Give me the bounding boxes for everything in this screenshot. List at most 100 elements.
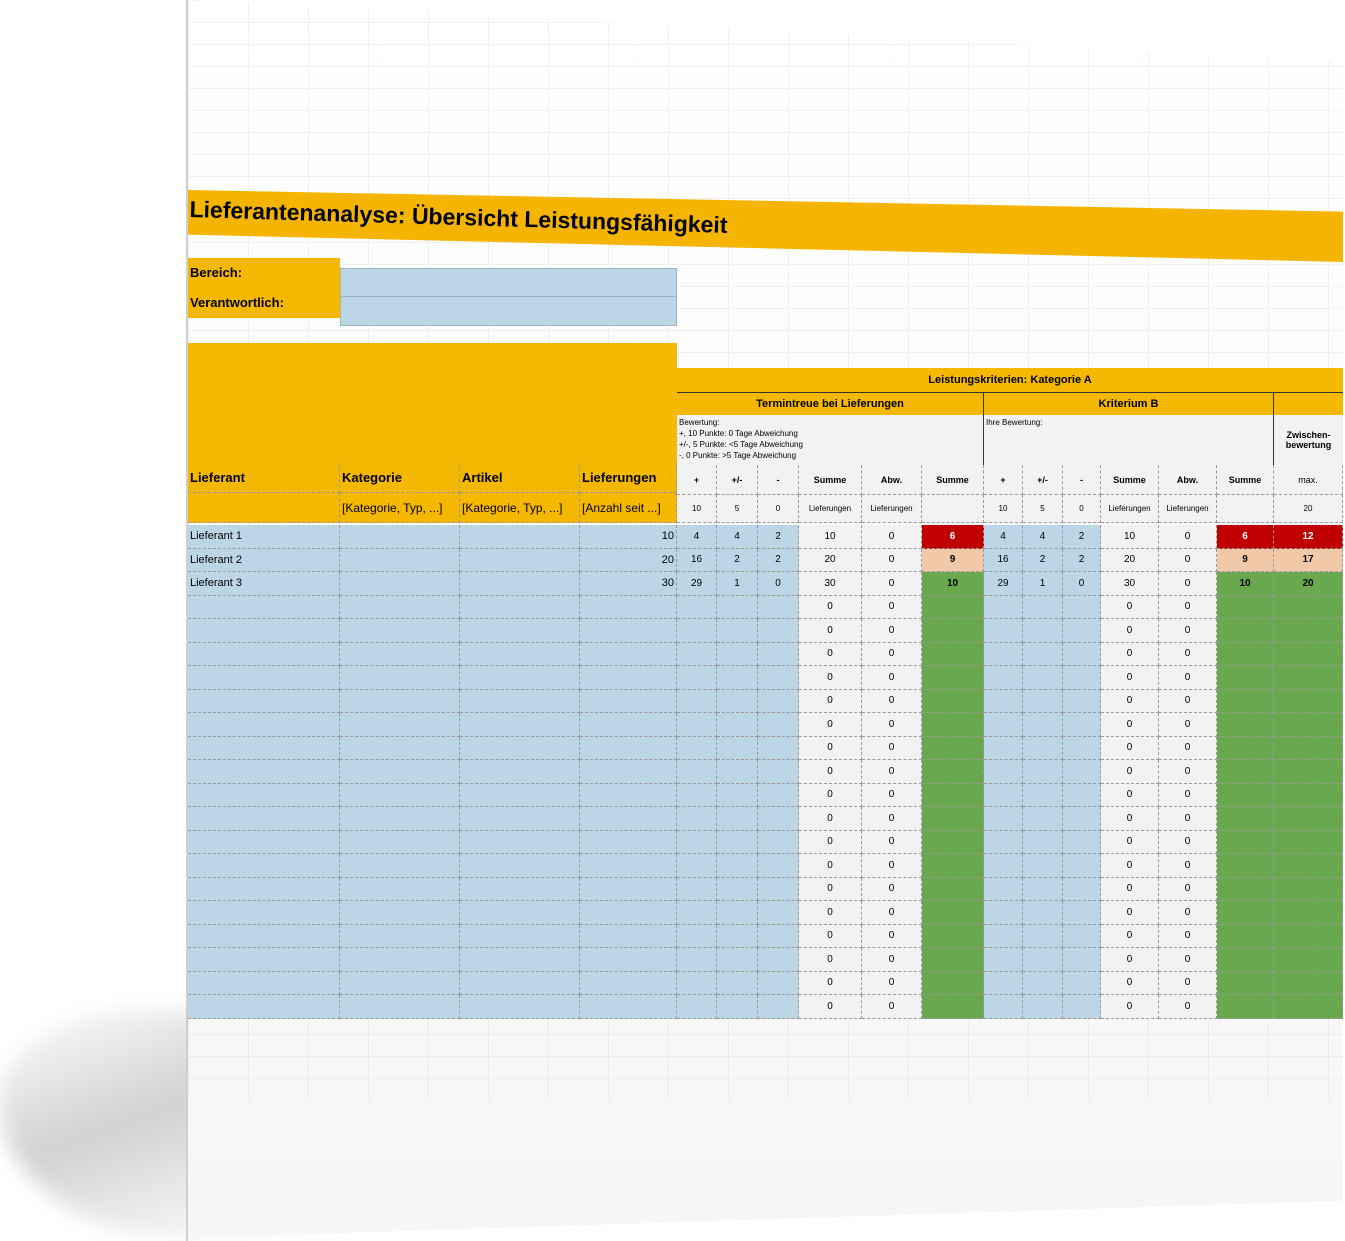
- empty-value[interactable]: [717, 877, 758, 901]
- empty-value[interactable]: [677, 830, 717, 854]
- empty-value[interactable]: [717, 807, 758, 831]
- empty-lieferant[interactable]: [188, 971, 340, 995]
- row-kategorie[interactable]: [340, 548, 460, 572]
- empty-kategorie[interactable]: [340, 689, 460, 713]
- empty-lieferant[interactable]: [188, 877, 340, 901]
- row-value[interactable]: 2: [1063, 525, 1101, 549]
- empty-value[interactable]: [984, 783, 1023, 807]
- empty-value[interactable]: [1023, 642, 1063, 666]
- empty-value[interactable]: [1063, 642, 1101, 666]
- empty-value[interactable]: [984, 901, 1023, 925]
- empty-value[interactable]: [1023, 666, 1063, 690]
- empty-value[interactable]: [677, 713, 717, 737]
- empty-value[interactable]: [758, 830, 799, 854]
- empty-artikel[interactable]: [460, 971, 580, 995]
- empty-value[interactable]: [1063, 666, 1101, 690]
- empty-value[interactable]: [758, 924, 799, 948]
- empty-lieferungen[interactable]: [580, 689, 677, 713]
- row-value[interactable]: 2: [758, 525, 799, 549]
- empty-value[interactable]: [717, 830, 758, 854]
- empty-lieferant[interactable]: [188, 924, 340, 948]
- row-lieferant[interactable]: Lieferant 3: [188, 572, 340, 596]
- row-value[interactable]: 2: [1023, 548, 1063, 572]
- empty-value[interactable]: [717, 619, 758, 643]
- empty-value[interactable]: [758, 948, 799, 972]
- empty-value[interactable]: [1023, 924, 1063, 948]
- row-value[interactable]: 29: [677, 572, 717, 596]
- empty-artikel[interactable]: [460, 619, 580, 643]
- empty-value[interactable]: [758, 760, 799, 784]
- empty-artikel[interactable]: [460, 736, 580, 760]
- empty-value[interactable]: [1023, 736, 1063, 760]
- empty-lieferungen[interactable]: [580, 760, 677, 784]
- row-lieferungen[interactable]: 10: [580, 525, 677, 549]
- empty-value[interactable]: [717, 595, 758, 619]
- empty-value[interactable]: [984, 736, 1023, 760]
- empty-value[interactable]: [717, 783, 758, 807]
- empty-value[interactable]: [1063, 971, 1101, 995]
- empty-value[interactable]: [1023, 783, 1063, 807]
- empty-value[interactable]: [677, 854, 717, 878]
- empty-lieferant[interactable]: [188, 666, 340, 690]
- empty-lieferant[interactable]: [188, 830, 340, 854]
- row-value[interactable]: 2: [1063, 548, 1101, 572]
- empty-kategorie[interactable]: [340, 995, 460, 1019]
- empty-lieferant[interactable]: [188, 783, 340, 807]
- empty-value[interactable]: [677, 807, 717, 831]
- empty-value[interactable]: [984, 924, 1023, 948]
- empty-value[interactable]: [984, 595, 1023, 619]
- empty-value[interactable]: [758, 689, 799, 713]
- empty-kategorie[interactable]: [340, 736, 460, 760]
- empty-lieferant[interactable]: [188, 760, 340, 784]
- empty-lieferungen[interactable]: [580, 736, 677, 760]
- empty-value[interactable]: [1063, 901, 1101, 925]
- empty-value[interactable]: [1063, 760, 1101, 784]
- empty-value[interactable]: [984, 642, 1023, 666]
- verantwortlich-field[interactable]: [340, 296, 677, 326]
- empty-kategorie[interactable]: [340, 901, 460, 925]
- empty-value[interactable]: [758, 995, 799, 1019]
- row-value[interactable]: 16: [984, 548, 1023, 572]
- empty-artikel[interactable]: [460, 595, 580, 619]
- empty-artikel[interactable]: [460, 642, 580, 666]
- row-value[interactable]: 4: [984, 525, 1023, 549]
- empty-value[interactable]: [984, 948, 1023, 972]
- empty-value[interactable]: [717, 924, 758, 948]
- empty-value[interactable]: [717, 713, 758, 737]
- empty-value[interactable]: [1023, 830, 1063, 854]
- empty-kategorie[interactable]: [340, 666, 460, 690]
- empty-kategorie[interactable]: [340, 854, 460, 878]
- empty-lieferant[interactable]: [188, 901, 340, 925]
- empty-value[interactable]: [984, 971, 1023, 995]
- empty-value[interactable]: [717, 689, 758, 713]
- empty-lieferant[interactable]: [188, 995, 340, 1019]
- empty-value[interactable]: [1023, 760, 1063, 784]
- empty-lieferungen[interactable]: [580, 971, 677, 995]
- empty-lieferungen[interactable]: [580, 807, 677, 831]
- empty-artikel[interactable]: [460, 995, 580, 1019]
- empty-value[interactable]: [677, 619, 717, 643]
- row-value[interactable]: 4: [1023, 525, 1063, 549]
- empty-value[interactable]: [758, 877, 799, 901]
- row-value[interactable]: 4: [677, 525, 717, 549]
- empty-lieferungen[interactable]: [580, 642, 677, 666]
- empty-value[interactable]: [677, 689, 717, 713]
- empty-value[interactable]: [1063, 948, 1101, 972]
- empty-value[interactable]: [1063, 736, 1101, 760]
- empty-kategorie[interactable]: [340, 713, 460, 737]
- row-value[interactable]: 16: [677, 548, 717, 572]
- empty-value[interactable]: [1063, 877, 1101, 901]
- empty-value[interactable]: [1063, 830, 1101, 854]
- row-value[interactable]: 2: [758, 548, 799, 572]
- empty-value[interactable]: [984, 854, 1023, 878]
- empty-value[interactable]: [677, 736, 717, 760]
- row-value[interactable]: 29: [984, 572, 1023, 596]
- empty-value[interactable]: [758, 713, 799, 737]
- empty-value[interactable]: [758, 642, 799, 666]
- empty-value[interactable]: [758, 854, 799, 878]
- empty-lieferungen[interactable]: [580, 830, 677, 854]
- empty-value[interactable]: [984, 830, 1023, 854]
- empty-kategorie[interactable]: [340, 948, 460, 972]
- empty-value[interactable]: [1063, 995, 1101, 1019]
- empty-value[interactable]: [1063, 924, 1101, 948]
